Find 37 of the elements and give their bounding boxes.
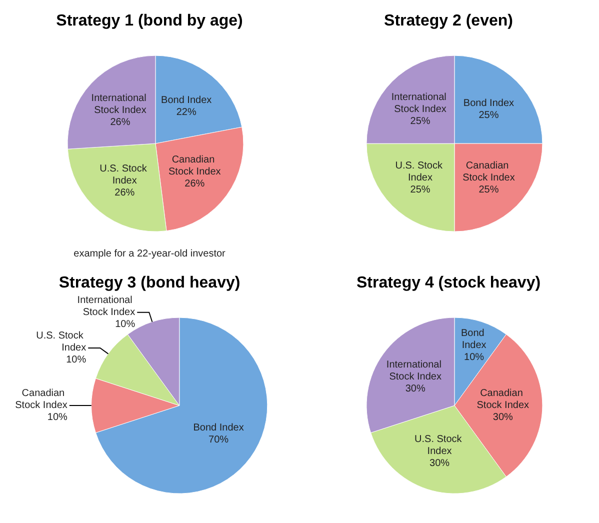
data-label: 26% bbox=[110, 116, 130, 128]
slice-label: U.S. Stock Index bbox=[414, 434, 465, 457]
slice-label: International Stock Index bbox=[91, 92, 150, 116]
slice-label: Canadian Stock Index bbox=[462, 160, 515, 184]
text: example for a 22-year-old investor bbox=[74, 248, 226, 260]
data-label: 25% bbox=[478, 110, 499, 121]
slice-label: International Stock Index bbox=[391, 92, 450, 115]
slice-label: Bond Index bbox=[193, 422, 244, 433]
slice-label: U.S. Stock Index bbox=[36, 330, 86, 353]
slice-label: U.S. Stock Index bbox=[100, 163, 150, 186]
data-label: 10% bbox=[115, 318, 136, 330]
data-label: 30% bbox=[492, 412, 513, 423]
data-label: 30% bbox=[430, 458, 450, 469]
slice-label: Bond Index bbox=[463, 98, 514, 109]
slice-label: Canadian Stock Index bbox=[168, 154, 221, 178]
data-label: 25% bbox=[410, 116, 430, 127]
data-label: 70% bbox=[208, 434, 229, 445]
chart-title: Strategy 2 (even) bbox=[384, 12, 513, 30]
data-label: 26% bbox=[114, 187, 135, 198]
data-label: 10% bbox=[464, 351, 484, 362]
slice-label: U.S. Stock Index bbox=[395, 160, 446, 184]
slice-label: Bond Index bbox=[460, 327, 488, 350]
data-label: 26% bbox=[184, 178, 205, 190]
slice-label: Canadian Stock Index bbox=[15, 388, 68, 411]
data-label: 10% bbox=[66, 354, 86, 365]
chart-title: Strategy 4 (stock heavy) bbox=[356, 274, 541, 291]
slice-label: International Stock Index bbox=[77, 294, 136, 318]
chart-title: Strategy 3 (bond heavy) bbox=[58, 274, 240, 291]
data-label: 22% bbox=[176, 106, 196, 118]
slice-label: Canadian Stock Index bbox=[476, 388, 530, 411]
data-label: 10% bbox=[47, 412, 68, 423]
data-label: 30% bbox=[405, 383, 426, 394]
slice-label: International Stock Index bbox=[386, 359, 444, 382]
data-label: 25% bbox=[410, 184, 430, 196]
slice-label: Bond Index bbox=[161, 94, 212, 106]
data-label: 25% bbox=[478, 184, 499, 196]
chart-title: Strategy 1 (bond by age) bbox=[56, 12, 243, 30]
